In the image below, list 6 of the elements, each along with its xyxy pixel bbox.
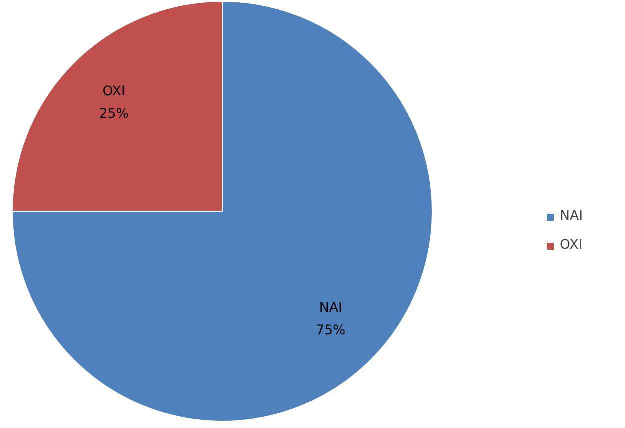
legend-label: OXI [560,238,583,253]
data-label: 75% [316,324,346,339]
data-label: 25% [99,106,129,122]
slice-label: OXI [102,84,126,100]
slice-label: NAI [319,301,342,316]
legend-label: NAI [560,209,584,224]
